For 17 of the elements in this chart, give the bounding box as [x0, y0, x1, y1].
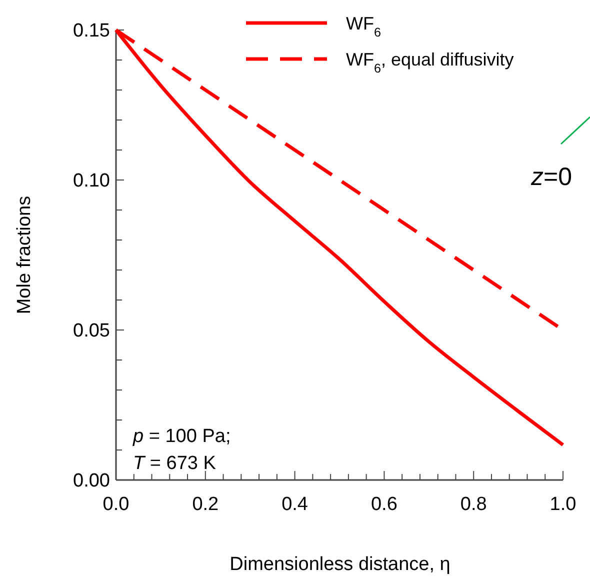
x-axis-title: Dimensionless distance, η	[230, 554, 450, 575]
legend-label: WF$_{6}$	[346, 13, 381, 40]
annotation: T = 673 K	[133, 453, 216, 474]
legend-label: WF$_{6}$, equal diffusivity	[346, 49, 514, 76]
y-tick-label: 0.05	[73, 320, 110, 342]
y-axis-title: Mole fractions	[14, 196, 35, 314]
annotation: z=0	[530, 163, 572, 191]
x-tick-label: 0.4	[282, 494, 308, 515]
y-tick-label: 0.15	[73, 20, 110, 42]
y-tick-label: 0.00	[73, 470, 110, 492]
x-tick-label: 0.0	[102, 494, 130, 515]
x-tick-label: 1.0	[550, 494, 576, 515]
x-tick-label: 0.6	[370, 494, 398, 515]
y-tick-label: 0.10	[73, 170, 110, 192]
x-tick-label: 0.2	[192, 494, 219, 515]
annotation: p = 100 Pa;	[132, 426, 231, 447]
x-tick-label: 0.8	[460, 494, 487, 515]
